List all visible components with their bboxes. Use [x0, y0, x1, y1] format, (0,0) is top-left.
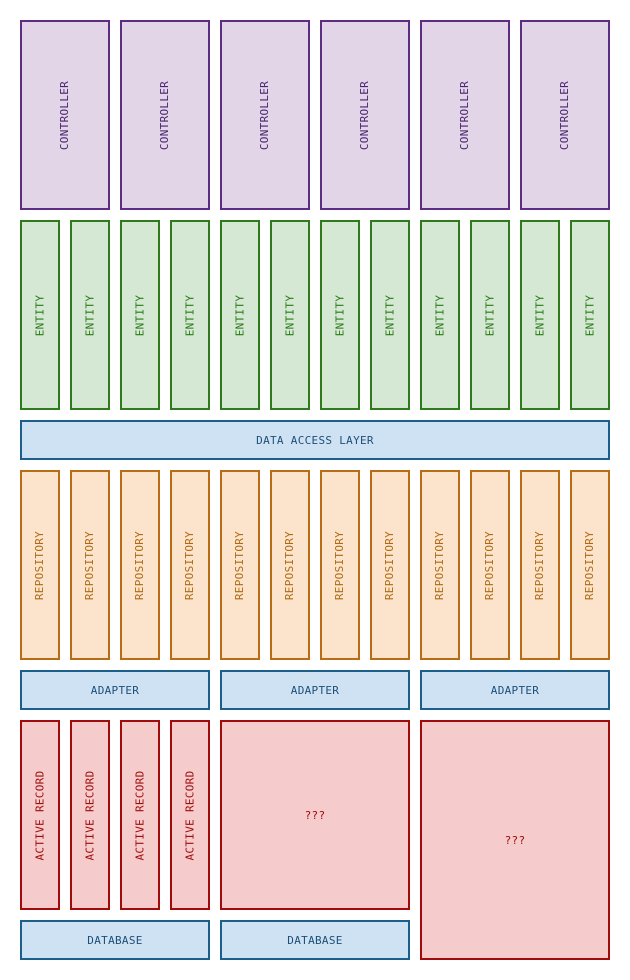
entity-label: ENTITY: [83, 294, 97, 336]
controller-label: CONTROLLER: [558, 80, 572, 150]
active-record-box: ACTIVE RECORD: [120, 720, 160, 910]
entity-box: ENTITY: [120, 220, 160, 410]
repository-label: REPOSITORY: [333, 530, 347, 600]
entity-label: ENTITY: [433, 294, 447, 336]
repository-label: REPOSITORY: [183, 530, 197, 600]
adapter-box: ADAPTER: [420, 670, 610, 710]
repository-label: REPOSITORY: [133, 530, 147, 600]
repository-box: REPOSITORY: [270, 470, 310, 660]
entity-label: ENTITY: [33, 294, 47, 336]
repository-box: REPOSITORY: [470, 470, 510, 660]
entity-label: ENTITY: [333, 294, 347, 336]
repository-box: REPOSITORY: [370, 470, 410, 660]
entity-box: ENTITY: [420, 220, 460, 410]
entity-box: ENTITY: [20, 220, 60, 410]
controller-box: CONTROLLER: [420, 20, 510, 210]
controller-box: CONTROLLER: [220, 20, 310, 210]
repository-box: REPOSITORY: [520, 470, 560, 660]
repository-box: REPOSITORY: [170, 470, 210, 660]
active-record-label: ACTIVE RECORD: [33, 770, 47, 860]
active-record-label: ACTIVE RECORD: [133, 770, 147, 860]
repository-box: REPOSITORY: [220, 470, 260, 660]
repository-box: REPOSITORY: [120, 470, 160, 660]
entity-box: ENTITY: [370, 220, 410, 410]
controller-label: CONTROLLER: [158, 80, 172, 150]
entity-label: ENTITY: [383, 294, 397, 336]
entity-box: ENTITY: [70, 220, 110, 410]
database-label: DATABASE: [287, 933, 343, 947]
active-record-box: ACTIVE RECORD: [20, 720, 60, 910]
active-record-label: ACTIVE RECORD: [83, 770, 97, 860]
adapter-box: ADAPTER: [20, 670, 210, 710]
entity-box: ENTITY: [570, 220, 610, 410]
unknown-store-box: ???: [220, 720, 410, 910]
database-label: DATABASE: [87, 933, 143, 947]
controller-label: CONTROLLER: [58, 80, 72, 150]
repository-label: REPOSITORY: [383, 530, 397, 600]
active-record-box: ACTIVE RECORD: [170, 720, 210, 910]
active-record-box: ACTIVE RECORD: [70, 720, 110, 910]
controller-label: CONTROLLER: [358, 80, 372, 150]
entity-label: ENTITY: [183, 294, 197, 336]
controller-box: CONTROLLER: [20, 20, 110, 210]
repository-box: REPOSITORY: [320, 470, 360, 660]
entity-box: ENTITY: [320, 220, 360, 410]
entity-label: ENTITY: [133, 294, 147, 336]
entity-label: ENTITY: [233, 294, 247, 336]
entity-label: ENTITY: [483, 294, 497, 336]
controller-box: CONTROLLER: [120, 20, 210, 210]
unknown-store-label: ???: [304, 808, 326, 822]
controller-box: CONTROLLER: [320, 20, 410, 210]
repository-label: REPOSITORY: [583, 530, 597, 600]
repository-label: REPOSITORY: [283, 530, 297, 600]
entity-box: ENTITY: [170, 220, 210, 410]
adapter-label: ADAPTER: [490, 683, 540, 697]
repository-box: REPOSITORY: [70, 470, 110, 660]
controller-box: CONTROLLER: [520, 20, 610, 210]
adapter-label: ADAPTER: [90, 683, 140, 697]
repository-box: REPOSITORY: [420, 470, 460, 660]
unknown-store-label: ???: [504, 833, 526, 847]
data-access-layer-label: DATA ACCESS LAYER: [256, 433, 374, 447]
adapter-label: ADAPTER: [290, 683, 340, 697]
entity-box: ENTITY: [520, 220, 560, 410]
database-box: DATABASE: [220, 920, 410, 960]
repository-box: REPOSITORY: [570, 470, 610, 660]
controller-label: CONTROLLER: [258, 80, 272, 150]
entity-label: ENTITY: [283, 294, 297, 336]
entity-box: ENTITY: [470, 220, 510, 410]
data-access-layer-box: DATA ACCESS LAYER: [20, 420, 610, 460]
entity-box: ENTITY: [270, 220, 310, 410]
unknown-store-box-large: ???: [420, 720, 610, 960]
database-box: DATABASE: [20, 920, 210, 960]
repository-box: REPOSITORY: [20, 470, 60, 660]
repository-label: REPOSITORY: [483, 530, 497, 600]
repository-label: REPOSITORY: [533, 530, 547, 600]
repository-label: REPOSITORY: [233, 530, 247, 600]
active-record-label: ACTIVE RECORD: [183, 770, 197, 860]
controller-label: CONTROLLER: [458, 80, 472, 150]
entity-label: ENTITY: [533, 294, 547, 336]
repository-label: REPOSITORY: [83, 530, 97, 600]
repository-label: REPOSITORY: [433, 530, 447, 600]
repository-label: REPOSITORY: [33, 530, 47, 600]
adapter-box: ADAPTER: [220, 670, 410, 710]
entity-label: ENTITY: [583, 294, 597, 336]
entity-box: ENTITY: [220, 220, 260, 410]
